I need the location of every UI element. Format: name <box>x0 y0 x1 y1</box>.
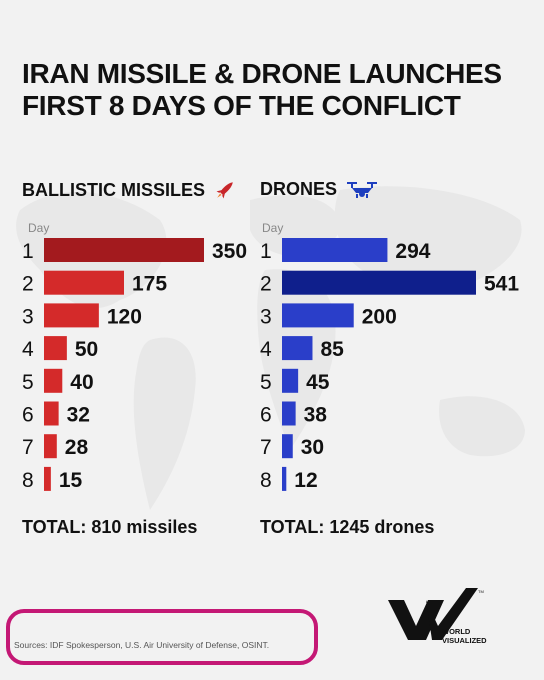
drones-value-label: 30 <box>301 436 324 459</box>
missiles-bar <box>44 303 99 328</box>
missiles-chart-header: BALLISTIC MISSILES <box>22 178 237 202</box>
missiles-value-label: 50 <box>75 338 98 361</box>
drones-value-label: 541 <box>484 273 519 296</box>
drones-bar <box>282 303 354 328</box>
drones-bar <box>282 434 293 459</box>
drones-day-label: 3 <box>260 305 272 328</box>
logo-wordmark: WORLD VISUALIZED <box>442 627 487 645</box>
missiles-total: TOTAL: 810 missiles <box>22 517 198 537</box>
drones-bar <box>282 466 287 491</box>
drones-bar <box>282 336 313 361</box>
missiles-bar <box>44 238 204 262</box>
drones-axis-label: Day <box>262 221 284 235</box>
drones-bar <box>282 270 476 295</box>
drone-icon <box>347 182 378 198</box>
drones-day-label: 7 <box>260 436 272 459</box>
missiles-value-label: 175 <box>132 273 167 296</box>
drones-bar <box>282 238 388 262</box>
logo-line-2: VISUALIZED <box>442 636 487 645</box>
drones-day-label: 4 <box>260 338 272 361</box>
drones-day-label: 6 <box>260 404 272 427</box>
missiles-day-label: 2 <box>22 273 34 296</box>
sources-highlight-circle <box>6 609 318 665</box>
world-visualized-logo: TM <box>388 588 484 640</box>
missiles-day-label: 4 <box>22 338 34 361</box>
missiles-value-label: 32 <box>67 404 90 427</box>
drones-value-label: 294 <box>395 240 430 263</box>
logo-line-1: WORLD <box>442 627 471 636</box>
missiles-bar <box>44 368 63 393</box>
missiles-chart-title: BALLISTIC MISSILES <box>22 179 206 200</box>
missiles-bar <box>44 401 59 426</box>
drones-value-label: 38 <box>304 404 328 427</box>
missiles-day-label: 6 <box>22 404 34 427</box>
drones-value-label: 85 <box>320 338 344 361</box>
title-line-2: FIRST 8 DAYS OF THE CONFLICT <box>22 90 461 121</box>
drones-day-label: 5 <box>260 371 272 394</box>
missiles-day-label: 8 <box>22 469 34 492</box>
drones-chart-header: DRONES <box>260 178 379 200</box>
missiles-bar-chart: 1 350 2 175 3 120 4 50 5 40 6 32 7 28 8 15 <box>22 238 247 492</box>
missiles-value-label: 350 <box>212 240 247 263</box>
missiles-bar <box>44 466 51 491</box>
sources-text: Sources: IDF Spokesperson, U.S. Air Univ… <box>14 640 270 650</box>
rocket-icon <box>216 182 233 199</box>
missiles-bar <box>44 336 67 361</box>
missiles-value-label: 28 <box>65 436 89 459</box>
missiles-value-label: 40 <box>70 371 93 394</box>
missiles-bar <box>44 434 57 459</box>
drones-bar-chart: 1 294 2 541 3 200 4 85 5 45 6 38 7 30 8 12 <box>260 238 519 492</box>
missiles-day-label: 5 <box>22 371 34 394</box>
missiles-bar <box>44 270 124 295</box>
missiles-day-label: 7 <box>22 436 34 459</box>
missiles-axis-label: Day <box>28 221 50 235</box>
drones-day-label: 8 <box>260 469 272 492</box>
drones-chart-title: DRONES <box>260 178 338 199</box>
drones-total: TOTAL: 1245 drones <box>260 517 435 537</box>
drones-bar <box>282 368 299 393</box>
drones-value-label: 45 <box>306 371 330 394</box>
drones-day-label: 2 <box>260 273 272 296</box>
logo-tm: TM <box>478 589 484 594</box>
drones-day-label: 1 <box>260 240 272 263</box>
missiles-value-label: 120 <box>107 305 142 328</box>
missiles-value-label: 15 <box>59 469 83 492</box>
title-line-1: IRAN MISSILE & DRONE LAUNCHES <box>22 58 502 89</box>
drones-bar <box>282 401 296 426</box>
drones-value-label: 200 <box>362 305 397 328</box>
missiles-day-label: 3 <box>22 305 34 328</box>
missiles-day-label: 1 <box>22 240 34 263</box>
page-title: IRAN MISSILE & DRONE LAUNCHES FIRST 8 DA… <box>22 58 532 122</box>
drones-value-label: 12 <box>294 469 317 492</box>
